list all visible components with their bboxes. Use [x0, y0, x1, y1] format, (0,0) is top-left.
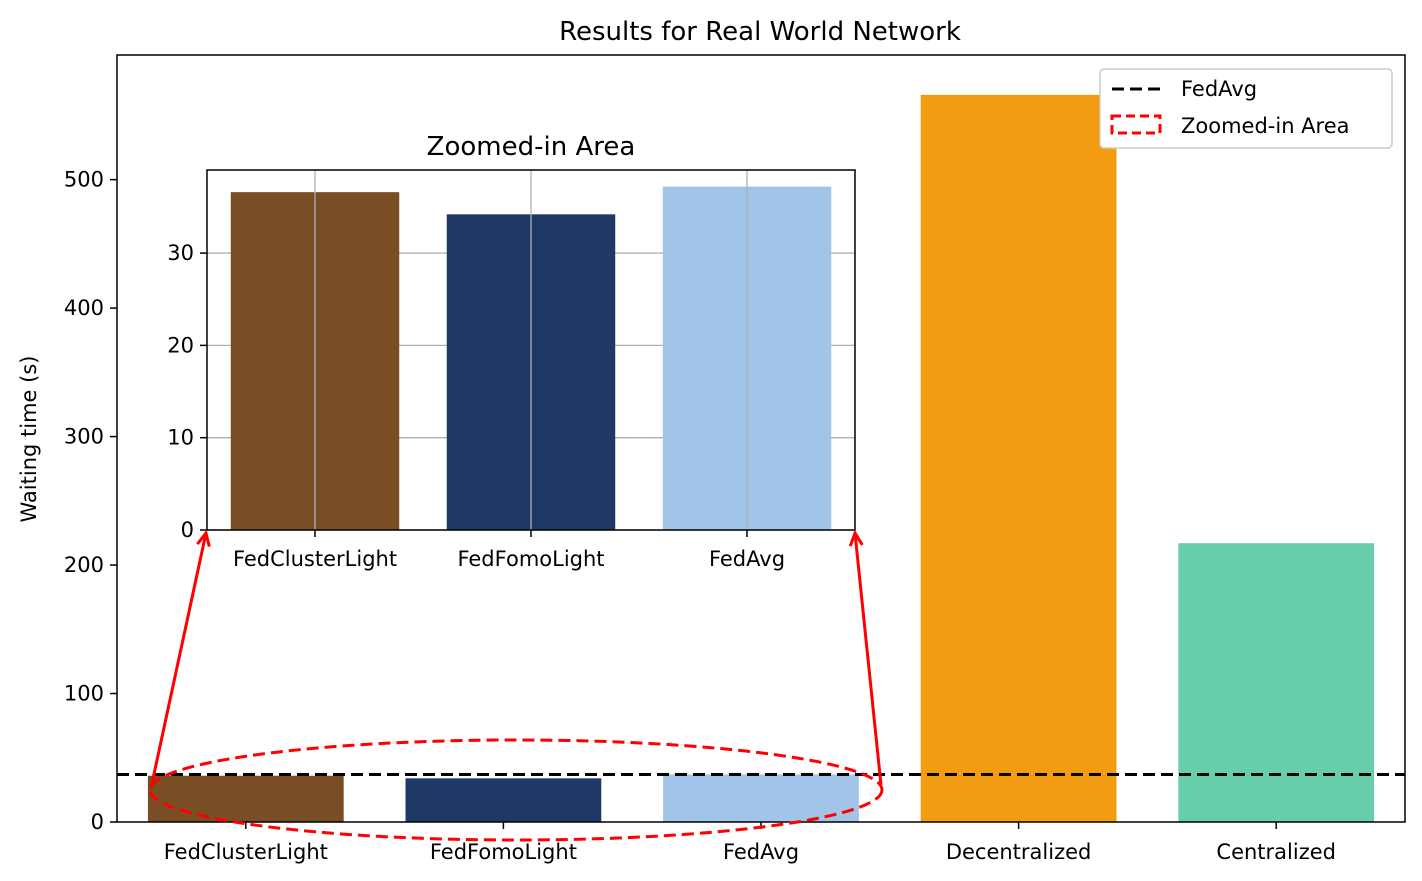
zoom-arrow-left: [149, 529, 211, 789]
bar-decentralized: [920, 94, 1117, 823]
inset-plot-frame: [206, 169, 856, 531]
zoom-connector-arrows: [149, 529, 883, 789]
main-x-ticks: FedClusterLight FedFomoLight FedAvg Decentr…: [164, 822, 1336, 864]
zoom-arrow-right: [848, 529, 883, 786]
inset-vertical-grid: [314, 170, 748, 530]
bar-fedfomolight: [405, 778, 602, 822]
inset-y-ticks: 0 10 20 30: [167, 241, 207, 542]
y-tick-label-300: 300: [64, 425, 104, 449]
bar-centralized: [1178, 543, 1375, 822]
main-chart: Results for Real World Network Waiting t…: [17, 17, 1406, 864]
inset-y-tick-label-30: 30: [167, 241, 194, 265]
legend-zoomed-in-area-label: Zoomed-in Area: [1181, 114, 1350, 138]
legend-fedavg-label: FedAvg: [1181, 77, 1257, 101]
main-chart-title: Results for Real World Network: [559, 17, 961, 47]
zoomed-in-area-ellipse: [148, 738, 884, 842]
y-tick-label-500: 500: [64, 168, 104, 192]
inset-y-tick-label-0: 0: [181, 518, 194, 542]
inset-x-tick-label-fedclusterlight: FedClusterLight: [233, 547, 397, 571]
inset-x-tick-label-fedavg: FedAvg: [709, 547, 785, 571]
y-tick-label-100: 100: [64, 682, 104, 706]
y-tick-label-0: 0: [91, 810, 104, 834]
inset-x-ticks: FedClusterLight FedFomoLight FedAvg: [233, 530, 785, 571]
main-y-ticks: 0 100 200 300 400 500: [64, 168, 117, 834]
inset-x-tick-label-fedfomolight: FedFomoLight: [457, 547, 604, 571]
legend-box: [1099, 68, 1393, 149]
x-tick-label-decentralized: Decentralized: [946, 840, 1092, 864]
y-tick-label-400: 400: [64, 296, 104, 320]
bar-fedavg: [663, 774, 859, 822]
legend: FedAvg Zoomed-in Area: [1099, 68, 1393, 149]
inset-y-tick-label-20: 20: [167, 333, 194, 357]
x-tick-label-fedfomolight: FedFomoLight: [430, 840, 577, 864]
x-tick-label-fedavg: FedAvg: [723, 840, 799, 864]
x-tick-label-fedclusterlight: FedClusterLight: [164, 840, 328, 864]
main-bars: [147, 94, 1375, 823]
main-y-axis-label: Waiting time (s): [17, 356, 41, 523]
inset-chart-title: Zoomed-in Area: [427, 132, 636, 162]
bar-fedclusterlight: [147, 775, 344, 822]
legend-zoomed-in-area-swatch: [1110, 114, 1162, 135]
y-tick-label-200: 200: [64, 553, 104, 577]
x-tick-label-centralized: Centralized: [1216, 840, 1336, 864]
inset-y-tick-label-10: 10: [167, 426, 194, 450]
main-plot-frame: [116, 54, 1406, 823]
